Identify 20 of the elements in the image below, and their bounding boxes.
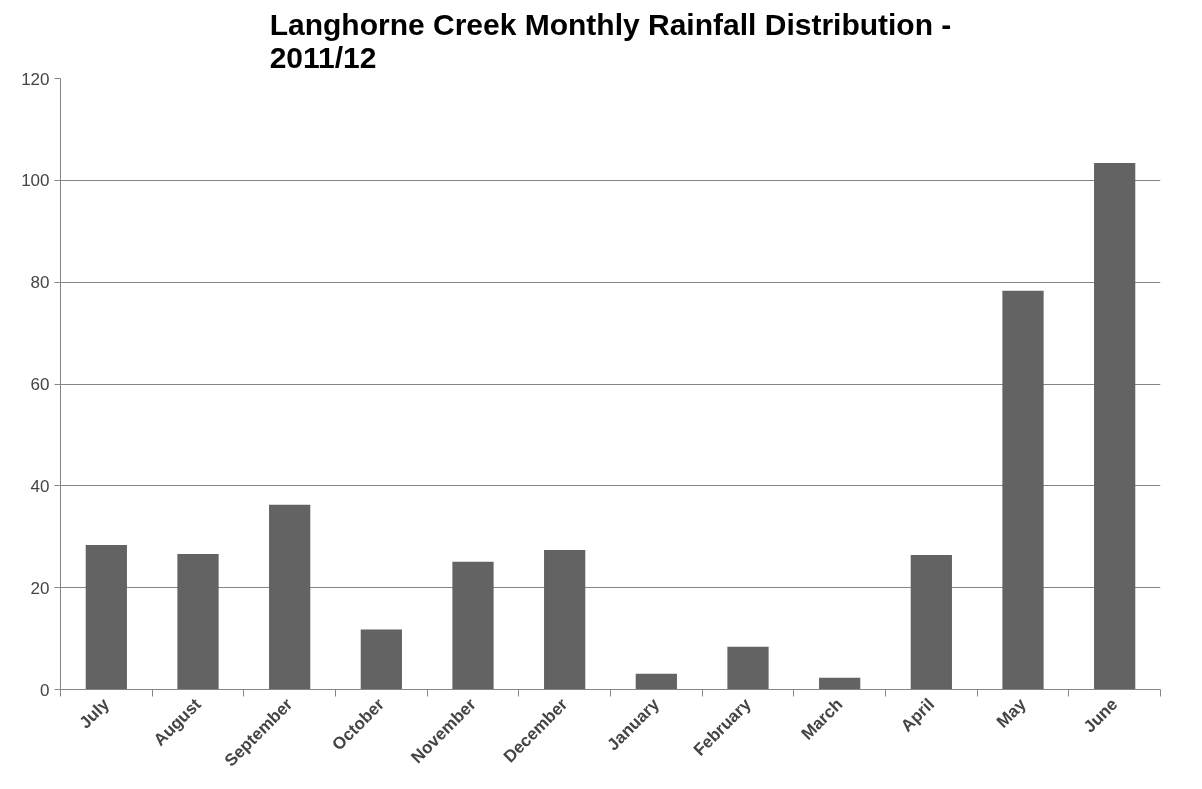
- bar: [85, 544, 127, 690]
- y-tick-label: 60: [30, 375, 50, 394]
- y-tick-label: 100: [21, 171, 50, 191]
- bar: [544, 549, 586, 690]
- bar: [1094, 163, 1136, 690]
- chart-title: Langhorne Creek Monthly Rainfall Distribution - 2011/12: [269, 7, 952, 74]
- bar: [177, 554, 219, 690]
- bar: [819, 677, 861, 690]
- y-tick-label: 0: [40, 680, 50, 700]
- bar: [727, 646, 769, 690]
- bar: [452, 561, 494, 690]
- bar: [360, 629, 402, 690]
- y-tick-label: 80: [30, 273, 50, 293]
- bar: [910, 555, 952, 690]
- y-tick-label: 120: [21, 69, 50, 89]
- bar: [1002, 290, 1044, 690]
- bar: [269, 504, 311, 690]
- y-tick-label: 40: [30, 476, 50, 496]
- y-tick-label: 20: [30, 578, 50, 598]
- bar: [635, 673, 677, 690]
